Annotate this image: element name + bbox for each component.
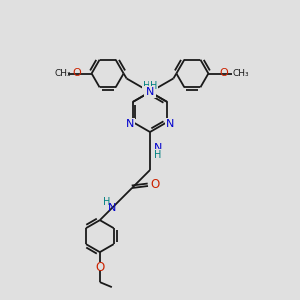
Text: N: N bbox=[166, 119, 175, 129]
Text: H: H bbox=[150, 81, 158, 91]
Text: CH₃: CH₃ bbox=[232, 69, 249, 78]
Text: N: N bbox=[146, 87, 154, 97]
Text: N: N bbox=[146, 87, 154, 97]
Text: O: O bbox=[72, 68, 81, 79]
Text: N: N bbox=[125, 119, 134, 129]
Text: O: O bbox=[219, 68, 228, 79]
Text: O: O bbox=[95, 261, 104, 274]
Text: H: H bbox=[154, 150, 162, 160]
Text: N: N bbox=[108, 203, 116, 213]
Text: N: N bbox=[146, 83, 154, 94]
Text: O: O bbox=[150, 178, 160, 191]
Text: H: H bbox=[142, 81, 150, 91]
Text: N: N bbox=[154, 143, 162, 153]
Text: H: H bbox=[103, 197, 111, 207]
Text: CH₃: CH₃ bbox=[54, 69, 71, 78]
